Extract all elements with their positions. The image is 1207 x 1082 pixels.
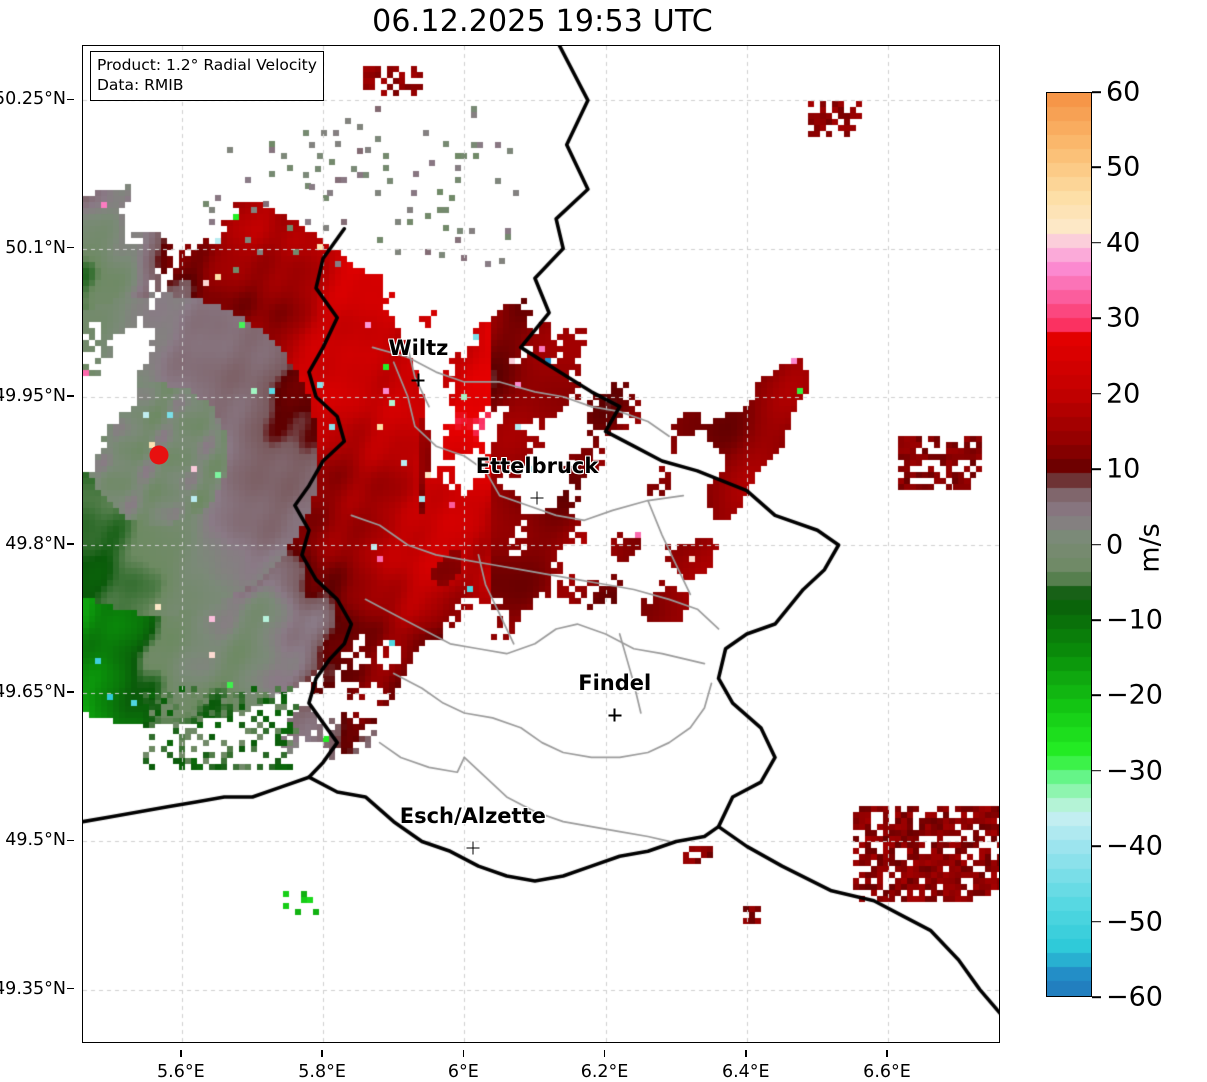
latitude-tick-mark: [67, 839, 74, 842]
latitude-tick-mark: [67, 246, 74, 249]
colorbar-tick-label: 50: [1106, 151, 1141, 183]
latitude-tick-mark: [67, 691, 74, 693]
city-marker-wiltz: [411, 373, 425, 387]
colorbar-ticks: 60 50 40 30 20 10 0 −10 −20 −30 −40 −50 −60: [1092, 0, 1202, 1081]
longitude-tick-label: 6.6°E: [863, 1062, 911, 1082]
radar-map-plot[interactable]: Wiltz Ettelbruck Findel Esch/Alzette: [82, 45, 1000, 1043]
colorbar-tick-label: −10: [1106, 604, 1163, 636]
colorbar-tick-mark: [1092, 619, 1101, 621]
colorbar-tick-label: 30: [1106, 302, 1141, 334]
colorbar-tick-label: 40: [1106, 227, 1141, 259]
info-product-line: Product: 1.2° Radial Velocity: [97, 56, 317, 74]
longitude-tick-mark: [603, 1050, 606, 1057]
product-info-box: Product: 1.2° Radial Velocity Data: RMIB: [90, 51, 324, 101]
colorbar: [1046, 92, 1092, 997]
city-marker-findel: [608, 708, 622, 722]
latitude-tick-label: 49.8°N: [5, 534, 66, 554]
city-label-findel: Findel: [578, 671, 652, 696]
city-label-esch-alzette: Esch/Alzette: [399, 803, 546, 828]
colorbar-tick-label: 20: [1106, 378, 1141, 410]
longitude-tick-label: 6.2°E: [580, 1062, 629, 1082]
colorbar-tick-label: −40: [1106, 830, 1163, 862]
longitude-tick-mark: [462, 1050, 465, 1057]
colorbar-tick-mark: [1092, 392, 1101, 395]
colorbar-tick-label: −20: [1106, 679, 1163, 711]
latitude-tick-mark: [67, 394, 74, 397]
colorbar-tick-mark: [1092, 543, 1101, 546]
radar-station-marker: [149, 445, 169, 465]
info-data-line: Data: RMIB: [97, 76, 184, 95]
longitude-tick-mark: [321, 1050, 323, 1057]
city-marker-ettelbruck: [530, 491, 544, 505]
colorbar-tick-mark: [1092, 91, 1101, 93]
latitude-tick-label: 49.65°N: [0, 682, 66, 703]
longitude-tick-mark: [744, 1050, 747, 1057]
colorbar-tick-mark: [1092, 845, 1101, 847]
longitude-tick-label: 6.4°E: [721, 1062, 770, 1082]
latitude-axis: 50.25°N 50.1°N 49.95°N 49.8°N 49.65°N 49.5°N 4…: [0, 0, 74, 1081]
city-marker-esch-alzette: [466, 841, 480, 855]
colorbar-tick-mark: [1092, 242, 1101, 244]
colorbar-gradient: [1047, 93, 1091, 996]
colorbar-tick-label: −60: [1106, 981, 1163, 1013]
page-title: 06.12.2025 19:53 UTC: [372, 4, 713, 39]
latitude-tick-label: 49.5°N: [5, 830, 66, 851]
longitude-tick-label: 5.8°E: [298, 1062, 346, 1082]
colorbar-tick-mark: [1092, 996, 1101, 998]
latitude-tick-mark: [67, 98, 74, 101]
city-label-ettelbruck: Ettelbruck: [475, 454, 599, 479]
longitude-tick-label: 5.6°E: [157, 1062, 205, 1082]
latitude-tick-label: 49.35°N: [0, 978, 66, 999]
latitude-tick-mark: [67, 987, 74, 990]
longitude-tick-mark: [886, 1050, 888, 1057]
colorbar-tick-mark: [1092, 769, 1101, 772]
longitude-tick-mark: [180, 1050, 182, 1057]
longitude-tick-label: 6°E: [447, 1062, 479, 1082]
colorbar-tick-mark: [1092, 920, 1101, 923]
colorbar-tick-label: 10: [1106, 453, 1141, 485]
latitude-tick-label: 49.95°N: [0, 385, 66, 406]
colorbar-tick-label: −50: [1106, 906, 1163, 938]
colorbar-tick-label: 0: [1106, 529, 1124, 560]
colorbar-tick-mark: [1092, 317, 1101, 320]
longitude-axis: 5.6°E 5.8°E 6°E 6.2°E 6.4°E 6.6°E: [0, 1050, 1207, 1082]
country-border-layer: [83, 46, 999, 1042]
latitude-tick-label: 50.1°N: [5, 237, 66, 258]
latitude-tick-mark: [67, 543, 74, 545]
city-label-wiltz: Wiltz: [388, 336, 449, 361]
colorbar-tick-mark: [1092, 166, 1101, 169]
latitude-tick-label: 50.25°N: [0, 89, 66, 110]
colorbar-unit-label: m/s: [1134, 523, 1166, 573]
colorbar-tick-label: 60: [1106, 76, 1141, 108]
colorbar-tick-mark: [1092, 694, 1101, 697]
colorbar-tick-mark: [1092, 468, 1101, 470]
colorbar-tick-label: −30: [1106, 755, 1163, 787]
